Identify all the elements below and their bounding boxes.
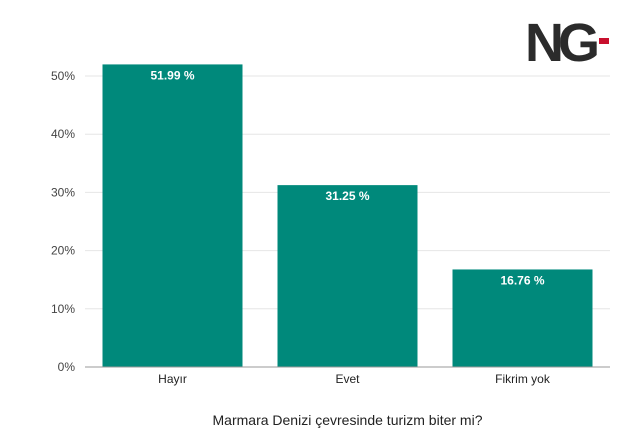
bar-data-label: 31.25 % <box>325 189 369 203</box>
x-category-label: Fikrim yok <box>495 372 551 386</box>
x-category-label: Hayır <box>158 372 187 386</box>
y-tick-label: 20% <box>51 244 75 258</box>
bar-data-label: 16.76 % <box>500 273 544 287</box>
y-tick-label: 10% <box>51 302 75 316</box>
x-category-label: Evet <box>335 372 360 386</box>
y-tick-label: 40% <box>51 127 75 141</box>
y-tick-label: 50% <box>51 69 75 83</box>
bar-data-label: 51.99 % <box>150 68 194 82</box>
y-tick-label: 30% <box>51 185 75 199</box>
bars <box>102 64 593 367</box>
x-axis-categories: Hayır Evet Fikrim yok <box>158 372 551 386</box>
logo-text: NG <box>525 13 597 73</box>
bar <box>102 64 243 367</box>
y-axis-ticks: 0% 10% 20% 30% 40% 50% <box>51 69 75 374</box>
data-labels: 51.99 % 31.25 % 16.76 % <box>150 68 544 287</box>
bar <box>452 269 593 367</box>
bar <box>277 185 418 367</box>
x-axis-title: Marmara Denizi çevresinde turizm biter m… <box>213 412 483 428</box>
y-tick-label: 0% <box>58 360 76 374</box>
ng-logo: NG <box>525 13 609 73</box>
logo-accent-mark <box>599 38 609 44</box>
